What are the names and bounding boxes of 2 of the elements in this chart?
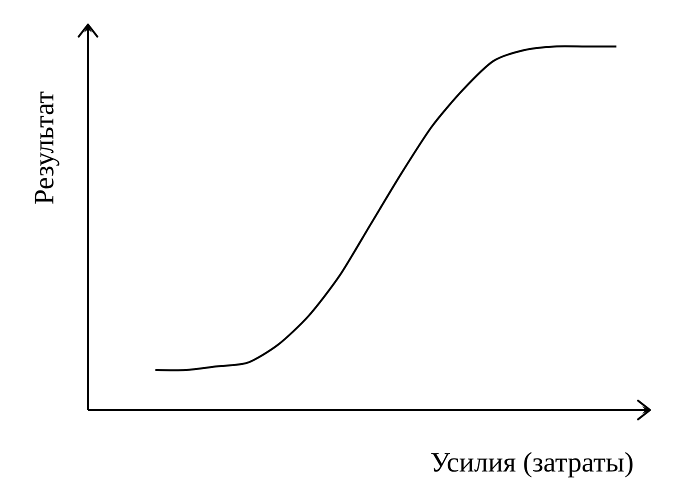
- y-axis-title: Результат: [34, 92, 60, 204]
- x-axis-title: Усилия (затраты): [431, 452, 632, 478]
